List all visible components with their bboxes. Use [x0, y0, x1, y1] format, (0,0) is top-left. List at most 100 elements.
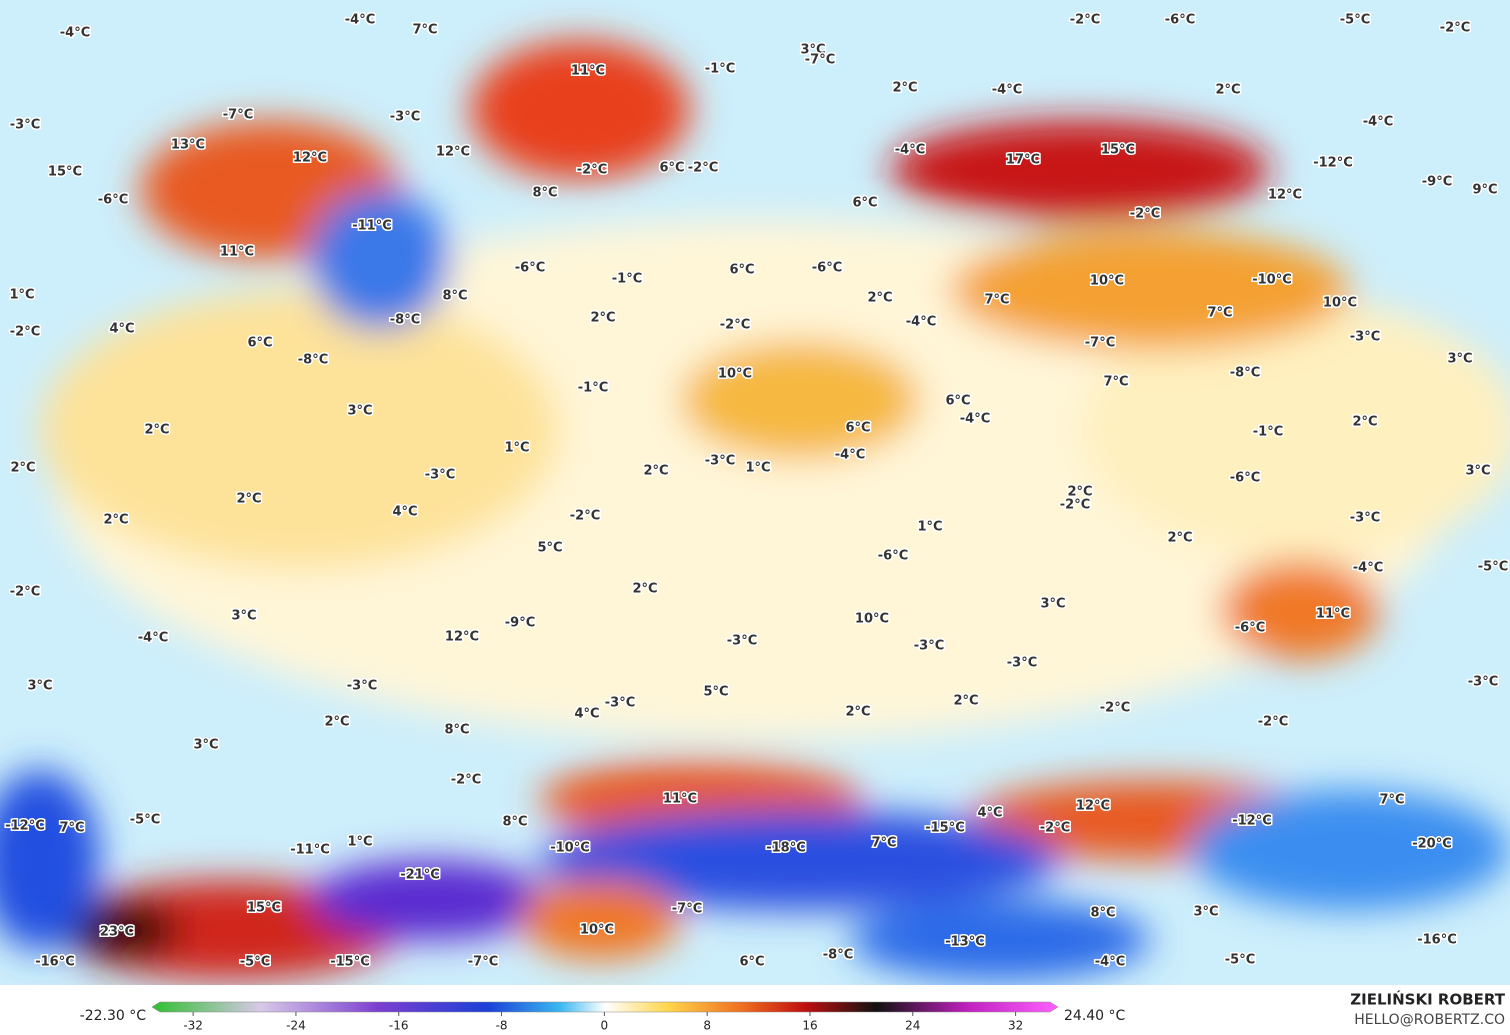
temperature-label: 3°C [800, 43, 825, 58]
temperature-label: 1°C [347, 835, 372, 850]
temperature-label: -7°C [1085, 336, 1115, 351]
temperature-label: -12°C [1313, 156, 1353, 171]
temperature-label: 12°C [293, 151, 327, 166]
temperature-label: 8°C [444, 723, 469, 738]
tick-label: 24 [905, 1019, 920, 1033]
temperature-label: 1°C [504, 441, 529, 456]
temperature-label: 3°C [1465, 464, 1490, 479]
temperature-label: -2°C [10, 585, 40, 600]
temperature-label: 2°C [632, 582, 657, 597]
tick-label: 16 [802, 1019, 817, 1033]
temperature-label: -16°C [1417, 933, 1457, 948]
temperature-label: -5°C [1478, 560, 1508, 575]
temperature-label: 10°C [855, 612, 889, 627]
temperature-label: -8°C [823, 948, 853, 963]
temperature-label: 11°C [571, 64, 605, 79]
temperature-label: -4°C [1095, 955, 1125, 970]
temperature-label: -3°C [10, 118, 40, 133]
temperature-label: -4°C [1353, 561, 1383, 576]
temperature-label: 2°C [1167, 531, 1192, 546]
temperature-label: 15°C [1101, 143, 1135, 158]
temperature-label: -3°C [1350, 330, 1380, 345]
temperature-label: 2°C [867, 291, 892, 306]
temperature-label: -12°C [1232, 814, 1272, 829]
temperature-label: -4°C [60, 26, 90, 41]
temperature-label: 3°C [231, 609, 256, 624]
temperature-label: 2°C [324, 715, 349, 730]
tick-label: 0 [601, 1019, 609, 1033]
temperature-label: -3°C [390, 110, 420, 125]
temperature-label: -1°C [705, 62, 735, 77]
temperature-label: 6°C [945, 394, 970, 409]
temperature-label: 6°C [247, 336, 272, 351]
temperature-label: 11°C [663, 792, 697, 807]
temperature-label: -7°C [468, 955, 498, 970]
temperature-label: 10°C [718, 367, 752, 382]
temperature-label: -2°C [1070, 13, 1100, 28]
temperature-label: 7°C [1103, 375, 1128, 390]
temperature-label: -1°C [612, 272, 642, 287]
temperature-label: -6°C [878, 549, 908, 564]
temperature-label: -21°C [400, 868, 440, 883]
temperature-label: -6°C [515, 261, 545, 276]
temperature-label: -2°C [1100, 701, 1130, 716]
temperature-label: 2°C [144, 423, 169, 438]
temperature-label: -5°C [130, 813, 160, 828]
temperature-label: 2°C [236, 492, 261, 507]
temperature-label: 15°C [48, 165, 82, 180]
temperature-label: -18°C [766, 841, 806, 856]
temperature-label: -9°C [1422, 175, 1452, 190]
temperature-label: 17°C [1006, 153, 1040, 168]
temperature-label: 1°C [917, 520, 942, 535]
temperature-label: 1°C [9, 288, 34, 303]
temperature-label: 3°C [1447, 352, 1472, 367]
temperature-label: -7°C [223, 108, 253, 123]
temperature-label: 3°C [347, 404, 372, 419]
temperature-label: -4°C [835, 448, 865, 463]
temperature-label: -2°C [1060, 498, 1090, 513]
temperature-label: 6°C [845, 421, 870, 436]
temperature-label: -2°C [577, 163, 607, 178]
temperature-label: -2°C [720, 318, 750, 333]
temperature-label: -6°C [1230, 471, 1260, 486]
map-background [0, 0, 1510, 985]
temperature-label: -4°C [906, 315, 936, 330]
temperature-label: 4°C [977, 806, 1002, 821]
tick-label: -16 [389, 1019, 409, 1033]
temperature-label: 3°C [27, 679, 52, 694]
temperature-label: 7°C [59, 821, 84, 836]
temperature-label: 4°C [392, 505, 417, 520]
temperature-label: 2°C [892, 81, 917, 96]
temperature-label: -3°C [1468, 675, 1498, 690]
colorbar-ticks: -32 -24 -16 -8 0 8 16 24 32 [183, 1012, 1023, 1033]
temperature-label: 2°C [953, 694, 978, 709]
temperature-label: -2°C [1040, 821, 1070, 836]
temperature-label: 3°C [1193, 905, 1218, 920]
temperature-label: 6°C [659, 161, 684, 176]
temperature-label: 2°C [643, 464, 668, 479]
temperature-label: -10°C [550, 841, 590, 856]
temperature-label: -16°C [35, 955, 75, 970]
temperature-label: 12°C [436, 145, 470, 160]
temperature-label: 1°C [745, 461, 770, 476]
temperature-label: -6°C [1235, 621, 1265, 636]
temperature-label: 13°C [171, 138, 205, 153]
temperature-label: -1°C [1253, 425, 1283, 440]
temperature-label: -2°C [451, 773, 481, 788]
temperature-label: -1°C [578, 381, 608, 396]
temperature-label: 7°C [871, 836, 896, 851]
temperature-label: 7°C [412, 23, 437, 38]
temperature-label: 11°C [1316, 607, 1350, 622]
temperature-label: -3°C [425, 468, 455, 483]
temperature-label: -4°C [960, 412, 990, 427]
temperature-label: -7°C [805, 53, 835, 68]
temperature-label: 7°C [984, 293, 1009, 308]
temperature-label: 9°C [1472, 183, 1497, 198]
temperature-label: -12°C [5, 819, 45, 834]
temperature-label: 2°C [10, 461, 35, 476]
temperature-label: 8°C [502, 815, 527, 830]
temperature-label: -13°C [945, 935, 985, 950]
tick-label: -8 [496, 1019, 508, 1033]
temperature-label: 3°C [1040, 597, 1065, 612]
